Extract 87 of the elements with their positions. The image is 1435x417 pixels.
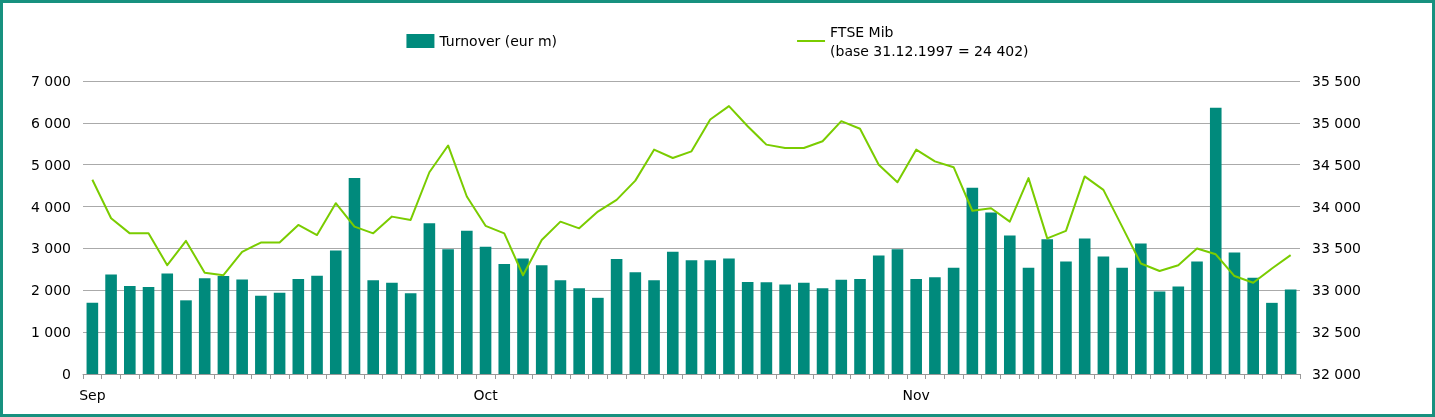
bar bbox=[1135, 243, 1147, 374]
bar bbox=[404, 293, 417, 374]
bar bbox=[142, 286, 155, 374]
bar bbox=[1284, 289, 1297, 374]
y-tick-label: 5 000 bbox=[30, 156, 71, 173]
bar bbox=[442, 249, 454, 374]
bar bbox=[1097, 256, 1110, 374]
bar bbox=[386, 282, 398, 374]
y2-tick-label: 35 500 bbox=[1312, 73, 1361, 89]
bar bbox=[947, 267, 960, 374]
y2-tick-label: 33 000 bbox=[1312, 282, 1361, 299]
bar bbox=[367, 280, 380, 374]
x-tick-label: Sep bbox=[79, 387, 106, 403]
bar bbox=[573, 288, 585, 374]
y2-tick-label: 34 500 bbox=[1312, 156, 1361, 173]
bar bbox=[1191, 261, 1203, 374]
bar bbox=[929, 277, 941, 374]
x-tick-label: Oct bbox=[473, 387, 499, 403]
bar bbox=[198, 278, 211, 374]
bar bbox=[348, 178, 361, 374]
y-tick-label: 7 000 bbox=[30, 73, 71, 89]
y-tick-label: 1 000 bbox=[30, 324, 71, 341]
bar bbox=[1228, 252, 1241, 374]
bar bbox=[461, 230, 473, 374]
bar bbox=[592, 297, 604, 374]
bar bbox=[741, 281, 754, 374]
line-series bbox=[91, 105, 1292, 284]
bar bbox=[1266, 302, 1278, 374]
bar bbox=[779, 284, 791, 374]
bar bbox=[816, 288, 829, 374]
bar bbox=[292, 278, 305, 374]
bar bbox=[1022, 267, 1035, 374]
bar bbox=[273, 292, 286, 374]
bar bbox=[329, 250, 342, 374]
bar bbox=[498, 263, 511, 374]
y2-tick-label: 32 500 bbox=[1312, 324, 1361, 341]
bar bbox=[966, 187, 979, 374]
legend-label: Turnover (eur m) bbox=[438, 33, 558, 49]
bar bbox=[798, 282, 810, 374]
bar bbox=[610, 258, 623, 374]
bar bbox=[1153, 291, 1166, 374]
bar bbox=[236, 279, 248, 374]
bar bbox=[872, 255, 885, 374]
bar bbox=[1172, 286, 1185, 374]
y-tick-label: 2 000 bbox=[30, 282, 71, 299]
bar bbox=[835, 279, 848, 374]
bar bbox=[1060, 261, 1072, 374]
bar bbox=[535, 265, 548, 374]
y2-tick-label: 32 000 bbox=[1312, 366, 1361, 382]
bar bbox=[423, 223, 436, 374]
bar bbox=[685, 260, 698, 374]
y2-tick-label: 35 000 bbox=[1312, 114, 1361, 131]
bar bbox=[86, 302, 99, 374]
bar bbox=[704, 260, 717, 374]
legend-label: FTSE Mib (base 31.12.1997 = 24 402) bbox=[830, 23, 1029, 59]
bar bbox=[311, 275, 323, 374]
bar bbox=[666, 251, 679, 374]
bar bbox=[1209, 107, 1222, 374]
bar bbox=[479, 246, 492, 374]
bar bbox=[648, 280, 660, 374]
bar bbox=[161, 273, 174, 374]
bar bbox=[517, 258, 529, 374]
bar bbox=[854, 278, 866, 374]
x-tick-label: Nov bbox=[902, 387, 930, 403]
bar bbox=[910, 278, 922, 374]
bar bbox=[1116, 267, 1128, 374]
bar bbox=[217, 276, 230, 374]
bar bbox=[1078, 238, 1091, 374]
bar bbox=[124, 286, 136, 374]
bar bbox=[180, 300, 192, 374]
y-tick-label: 0 bbox=[62, 366, 71, 382]
bar bbox=[105, 274, 117, 374]
bar bbox=[985, 212, 997, 374]
y-tick-label: 3 000 bbox=[30, 240, 71, 257]
y2-tick-label: 33 500 bbox=[1312, 240, 1361, 257]
bar bbox=[554, 280, 567, 374]
bar bbox=[723, 258, 735, 374]
bar bbox=[891, 249, 904, 374]
y2-tick-label: 34 000 bbox=[1312, 198, 1361, 215]
bar bbox=[255, 295, 267, 374]
y-tick-label: 4 000 bbox=[30, 198, 71, 215]
bar bbox=[629, 272, 642, 374]
y-tick-label: 6 000 bbox=[30, 114, 71, 131]
bar bbox=[1247, 277, 1259, 374]
bar bbox=[1041, 239, 1054, 374]
bar bbox=[760, 282, 773, 374]
bar bbox=[1003, 235, 1016, 374]
